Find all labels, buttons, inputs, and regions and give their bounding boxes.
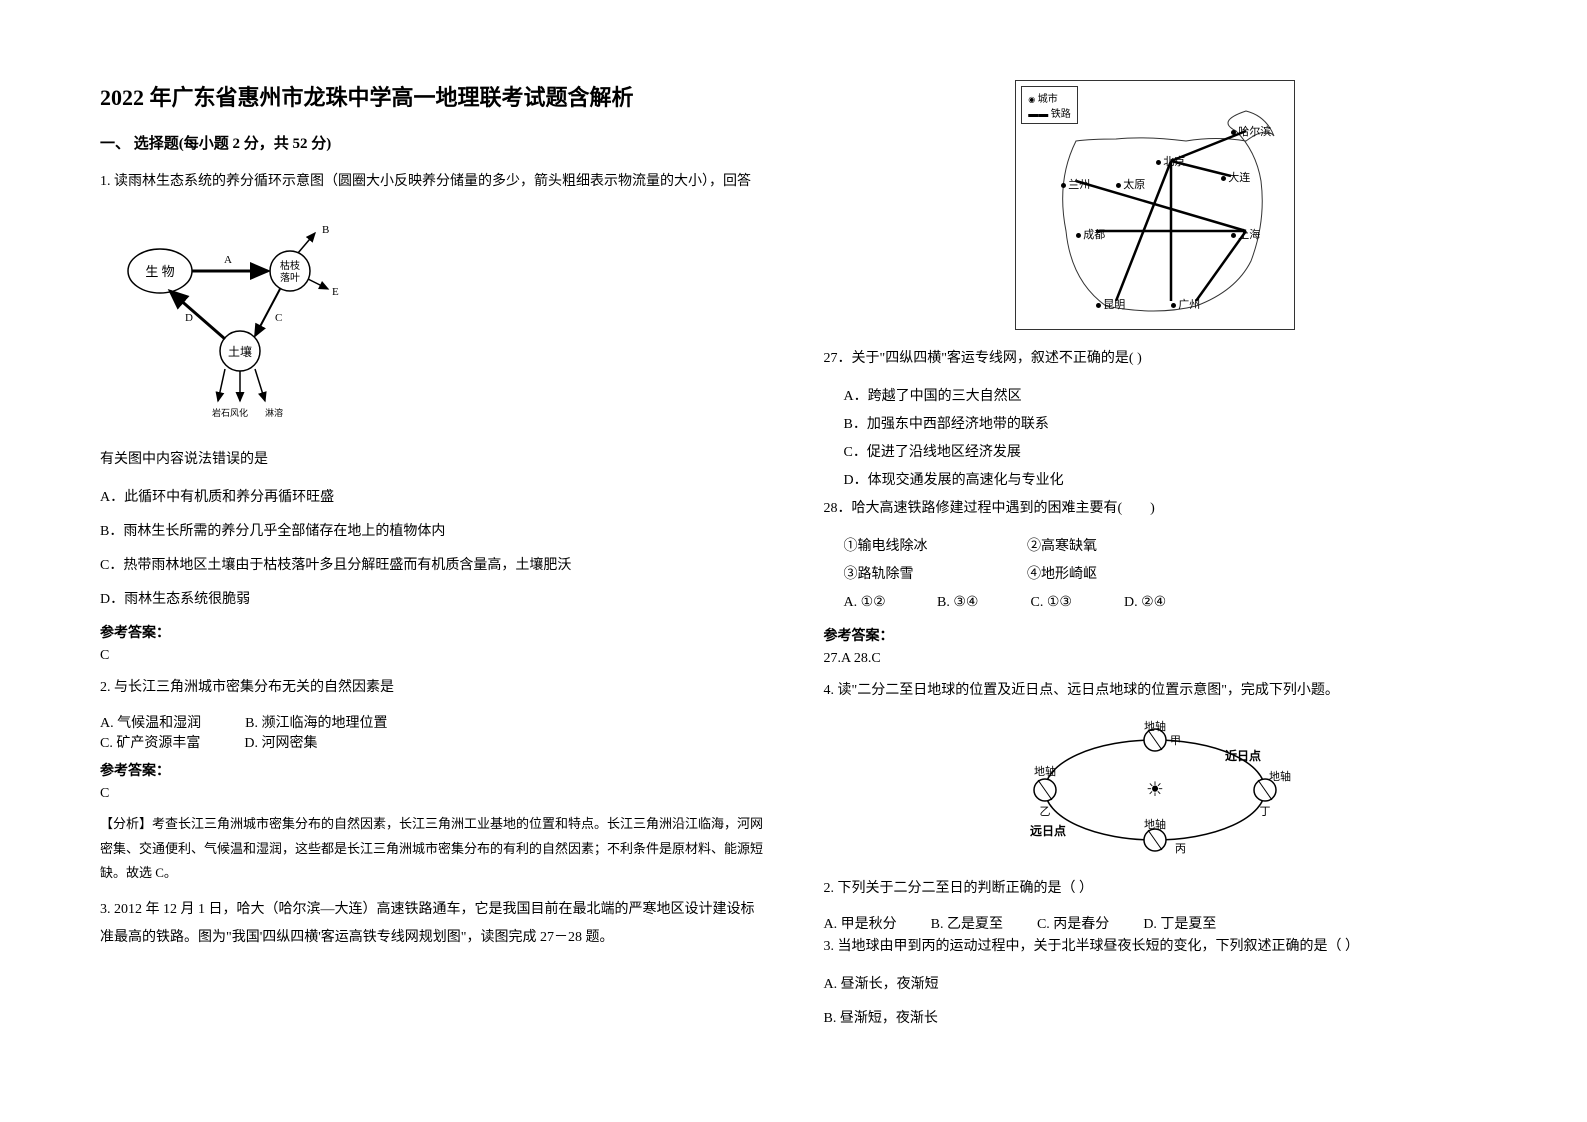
litter-label-2: 落叶 [280,272,300,284]
nutrient-cycle-diagram: 生 物 枯枝 落叶 土壤 A B [110,221,370,421]
q4-sub2-d: D. 丁是夏至 [1143,913,1216,933]
q28-opt1: ①输电线除冰 [844,533,1024,561]
q1-option-a: A．此循环中有机质和养分再循环旺盛 [100,484,764,512]
q4-sub2-b: B. 乙是夏至 [931,913,1003,933]
label-near: 近日点 [1225,748,1261,763]
q27-option-b: B．加强东中西部经济地带的联系 [824,411,1488,439]
section-header: 一、 选择题(每小题 2 分，共 52 分) [100,132,764,153]
q4-sub2-a: A. 甲是秋分 [824,913,897,933]
q28-option-d: D. ②④ [1124,589,1214,617]
q28-stem: 28．哈大高速铁路修建过程中遇到的困难主要有( ) [824,495,1488,523]
city-guangzhou: 广州 [1171,296,1200,312]
earth-orbit-diagram: ☀ 地轴 甲 地轴 乙 远日点 地轴 丙 地轴 丁 近日点 [1015,720,1295,860]
litter-label-1: 枯枝 [280,259,300,272]
q2-answer: C [100,786,764,802]
q27-stem: 27．关于"四纵四横"客运专线网，叙述不正确的是( ) [824,345,1488,373]
label-a: A [224,254,232,266]
city-shanghai: 上海 [1231,226,1260,242]
china-rail-map: ◉ 城市 ▬▬ 铁路 哈尔滨 北京 兰州 太原 大连 成都 上海 [1015,80,1295,330]
page-container: 2022 年广东省惠州市龙珠中学高一地理联考试题含解析 一、 选择题(每小题 2… [100,80,1487,1039]
q27-option-d: D．体现交通发展的高速化与专业化 [824,467,1488,495]
q3-answer: 27.A 28.C [824,651,1488,667]
q27-option-c: C．促进了沿线地区经济发展 [824,439,1488,467]
city-chengdu: 成都 [1076,226,1105,242]
q1-option-d: D．雨林生态系统很脆弱 [100,586,764,614]
q2-answer-label: 参考答案： [100,760,764,780]
right-column: ◉ 城市 ▬▬ 铁路 哈尔滨 北京 兰州 太原 大连 成都 上海 [824,80,1488,1039]
document-title: 2022 年广东省惠州市龙珠中学高一地理联考试题含解析 [100,80,764,112]
map-svg [1016,81,1294,329]
axis-bottom: 地轴 [1144,817,1166,831]
q1-answer: C [100,648,764,664]
q4-sub2-stem: 2. 下列关于二分二至日的判断正确的是（ ） [824,875,1488,903]
q4-sub3-a: A. 昼渐长，夜渐短 [824,971,1488,999]
q28-opt4: ④地形崎岖 [1027,567,1097,582]
q2-analysis: 【分析】考查长江三角洲城市密集分布的自然因素，长江三角洲工业基地的位置和特点。长… [100,812,764,886]
label-c: C [275,312,282,324]
q2-stem: 2. 与长江三角洲城市密集分布无关的自然因素是 [100,674,764,702]
axis-top: 地轴 [1144,720,1166,733]
sun-icon: ☀ [1146,779,1164,801]
q1-option-b: B．雨林生长所需的养分几乎全部储存在地上的植物体内 [100,518,764,546]
q4-sub3-b: B. 昼渐短，夜渐长 [824,1005,1488,1033]
label-yi: 乙 [1040,805,1051,818]
q1-stem: 1. 读雨林生态系统的养分循环示意图（圆圈大小反映养分储量的多少，箭头粗细表示物… [100,168,764,196]
q28-opt3: ③路轨除雪 [844,561,1024,589]
city-taiyuan: 太原 [1116,176,1145,192]
city-beijing: 北京 [1156,153,1185,169]
bio-label: 生 物 [145,264,174,279]
axis-left: 地轴 [1034,764,1056,778]
q3-stem: 3. 2012 年 12 月 1 日，哈大（哈尔滨—大连）高速铁路通车，它是我国… [100,896,764,952]
runoff-label: 淋溶 [265,407,283,418]
city-kunming: 昆明 [1096,296,1125,312]
q2-option-c: C. 矿产资源丰富 [100,732,200,752]
q28-option-c: C. ①③ [1031,589,1121,617]
label-jia: 甲 [1170,735,1181,747]
label-bing: 丙 [1175,843,1186,855]
q28-option-b: B. ③④ [937,589,1027,617]
label-ding: 丁 [1260,806,1271,818]
q28-option-a: A. ①② [844,589,934,617]
q27-option-a: A．跨越了中国的三大自然区 [824,383,1488,411]
q4-stem: 4. 读"二分二至日地球的位置及近日点、远日点地球的位置示意图"，完成下列小题。 [824,677,1488,705]
city-dalian: 大连 [1221,169,1250,185]
label-b: B [322,224,329,236]
label-d: D [185,312,193,324]
q3-answer-label: 参考答案： [824,625,1488,645]
q2-option-d: D. 河网密集 [244,732,317,752]
q28-opt2: ②高寒缺氧 [1027,539,1097,554]
q4-sub3-stem: 3. 当地球由甲到丙的运动过程中，关于北半球昼夜长短的变化，下列叙述正确的是（ … [824,933,1488,961]
label-far: 远日点 [1030,823,1066,838]
soil-label: 土壤 [228,344,252,359]
q2-option-a: A. 气候温和湿润 [100,712,201,732]
q1-diagram: 生 物 枯枝 落叶 土壤 A B [100,211,764,431]
axis-right: 地轴 [1269,769,1291,783]
label-e: E [332,286,339,298]
q1-subq: 有关图中内容说法错误的是 [100,446,764,474]
q4-sub2-c: C. 丙是春分 [1037,913,1109,933]
q2-option-b: B. 濒江临海的地理位置 [245,712,387,732]
q1-option-c: C．热带雨林地区土壤由于枯枝落叶多且分解旺盛而有机质含量高，土壤肥沃 [100,552,764,580]
q1-answer-label: 参考答案： [100,622,764,642]
city-harbin: 哈尔滨 [1231,123,1271,139]
left-column: 2022 年广东省惠州市龙珠中学高一地理联考试题含解析 一、 选择题(每小题 2… [100,80,764,1039]
city-lanzhou: 兰州 [1061,176,1090,192]
weather-label: 岩石风化 [212,407,248,418]
